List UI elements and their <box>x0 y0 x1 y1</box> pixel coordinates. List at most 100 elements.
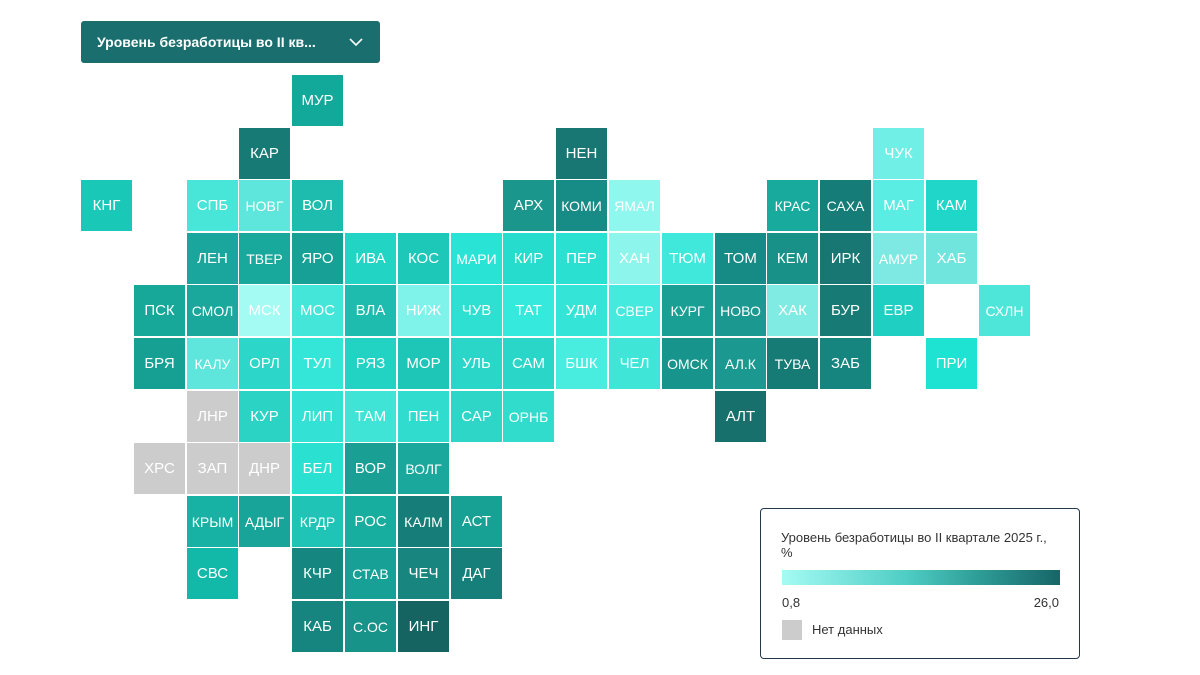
region-tile[interactable]: БШК <box>556 338 607 389</box>
region-tile[interactable]: ЛЕН <box>187 233 238 284</box>
region-tile[interactable]: МАРИ <box>451 233 502 284</box>
region-tile[interactable]: ОРЛ <box>239 338 290 389</box>
region-tile[interactable]: ТУЛ <box>292 338 343 389</box>
region-tile[interactable]: ПРИ <box>926 338 977 389</box>
indicator-dropdown-label: Уровень безработицы во II кв... <box>97 34 316 50</box>
region-tile[interactable]: КИР <box>503 233 554 284</box>
region-tile[interactable]: С.ОС <box>345 601 396 652</box>
region-tile[interactable]: ПЕН <box>398 391 449 442</box>
region-tile[interactable]: ТАМ <box>345 391 396 442</box>
region-tile[interactable]: САР <box>451 391 502 442</box>
region-tile[interactable]: ЧУВ <box>451 285 502 336</box>
region-tile[interactable]: СВС <box>187 548 238 599</box>
region-tile[interactable]: МАГ <box>873 180 924 231</box>
region-tile[interactable]: ЛНР <box>187 391 238 442</box>
region-tile[interactable]: НОВО <box>715 285 766 336</box>
region-tile[interactable]: МУР <box>292 75 343 126</box>
legend-title: Уровень безработицы во II квартале 2025 … <box>781 530 1047 560</box>
region-tile[interactable]: НОВГ <box>239 180 290 231</box>
region-tile[interactable]: РОС <box>345 496 396 547</box>
region-tile[interactable]: ЧЕЛ <box>609 338 660 389</box>
region-tile[interactable]: АДЫГ <box>239 496 290 547</box>
region-tile[interactable]: КУР <box>239 391 290 442</box>
region-tile[interactable]: ЗАП <box>187 443 238 494</box>
region-tile[interactable]: ИВА <box>345 233 396 284</box>
region-tile[interactable]: ЛИП <box>292 391 343 442</box>
region-tile[interactable]: ВЛА <box>345 285 396 336</box>
region-tile[interactable]: УЛЬ <box>451 338 502 389</box>
region-tile[interactable]: ИНГ <box>398 601 449 652</box>
region-tile[interactable]: АМУР <box>873 233 924 284</box>
region-tile[interactable]: ВОР <box>345 443 396 494</box>
region-tile[interactable]: АЛТ <box>715 391 766 442</box>
region-tile[interactable]: ХАН <box>609 233 660 284</box>
region-tile[interactable]: МСК <box>239 285 290 336</box>
region-tile[interactable]: КЕМ <box>767 233 818 284</box>
region-tile[interactable]: СВЕР <box>609 285 660 336</box>
region-tile[interactable]: КАЛМ <box>398 496 449 547</box>
region-tile[interactable]: КАР <box>239 128 290 179</box>
region-tile[interactable]: КРАС <box>767 180 818 231</box>
legend-gradient-bar <box>782 570 1060 585</box>
region-tile[interactable]: БУР <box>820 285 871 336</box>
region-tile[interactable]: ДАГ <box>451 548 502 599</box>
region-tile[interactable]: ТЮМ <box>662 233 713 284</box>
region-tile[interactable]: ОРНБ <box>503 391 554 442</box>
legend: Уровень безработицы во II квартале 2025 … <box>760 508 1080 659</box>
legend-max-label: 26,0 <box>1033 595 1059 610</box>
region-tile[interactable]: ТУВА <box>767 338 818 389</box>
region-tile[interactable]: РЯЗ <box>345 338 396 389</box>
region-tile[interactable]: КНГ <box>81 180 132 231</box>
region-tile[interactable]: НИЖ <box>398 285 449 336</box>
region-tile[interactable]: ЧУК <box>873 128 924 179</box>
region-tile[interactable]: АСТ <box>451 496 502 547</box>
region-tile[interactable]: ЧЕЧ <box>398 548 449 599</box>
region-tile[interactable]: КРДР <box>292 496 343 547</box>
region-tile[interactable]: КОС <box>398 233 449 284</box>
region-tile[interactable]: СТАВ <box>345 548 396 599</box>
region-tile[interactable]: ХАБ <box>926 233 977 284</box>
region-tile[interactable]: КУРГ <box>662 285 713 336</box>
region-tile[interactable]: КОМИ <box>556 180 607 231</box>
region-tile[interactable]: ИРК <box>820 233 871 284</box>
region-tile[interactable]: ТОМ <box>715 233 766 284</box>
region-tile[interactable]: ВОЛГ <box>398 443 449 494</box>
region-tile[interactable]: САХА <box>820 180 871 231</box>
region-tile[interactable]: БРЯ <box>134 338 185 389</box>
legend-min-label: 0,8 <box>782 595 801 610</box>
region-tile[interactable]: НЕН <box>556 128 607 179</box>
region-tile[interactable]: КАЛУ <box>187 338 238 389</box>
region-tile[interactable]: АЛ.К <box>715 338 766 389</box>
region-tile[interactable]: БЕЛ <box>292 443 343 494</box>
region-tile[interactable]: КЧР <box>292 548 343 599</box>
region-tile[interactable]: ХРС <box>134 443 185 494</box>
region-tile[interactable]: ДНР <box>239 443 290 494</box>
region-tile[interactable]: КАБ <box>292 601 343 652</box>
region-tile[interactable]: ЗАБ <box>820 338 871 389</box>
region-tile[interactable]: КРЫМ <box>187 496 238 547</box>
region-tile[interactable]: ПСК <box>134 285 185 336</box>
region-tile[interactable]: МОС <box>292 285 343 336</box>
region-tile[interactable]: СПБ <box>187 180 238 231</box>
region-tile[interactable]: ЯМАЛ <box>609 180 660 231</box>
indicator-dropdown[interactable]: Уровень безработицы во II кв... <box>81 21 380 63</box>
region-tile[interactable]: ПЕР <box>556 233 607 284</box>
region-tile[interactable]: УДМ <box>556 285 607 336</box>
region-tile[interactable]: КАМ <box>926 180 977 231</box>
region-tile[interactable]: СХЛН <box>979 285 1030 336</box>
region-tile[interactable]: АРХ <box>503 180 554 231</box>
region-tile[interactable]: САМ <box>503 338 554 389</box>
region-tile[interactable]: ОМСК <box>662 338 713 389</box>
legend-no-data-label: Нет данных <box>812 622 883 637</box>
region-tile[interactable]: ЕВР <box>873 285 924 336</box>
chevron-down-icon <box>349 38 363 47</box>
region-tile[interactable]: ЯРО <box>292 233 343 284</box>
region-tile[interactable]: ВОЛ <box>292 180 343 231</box>
region-tile[interactable]: СМОЛ <box>187 285 238 336</box>
legend-no-data-swatch <box>782 620 802 640</box>
region-tile[interactable]: ХАК <box>767 285 818 336</box>
region-tile[interactable]: ТАТ <box>503 285 554 336</box>
region-tile[interactable]: ТВЕР <box>239 233 290 284</box>
region-tile[interactable]: МОР <box>398 338 449 389</box>
